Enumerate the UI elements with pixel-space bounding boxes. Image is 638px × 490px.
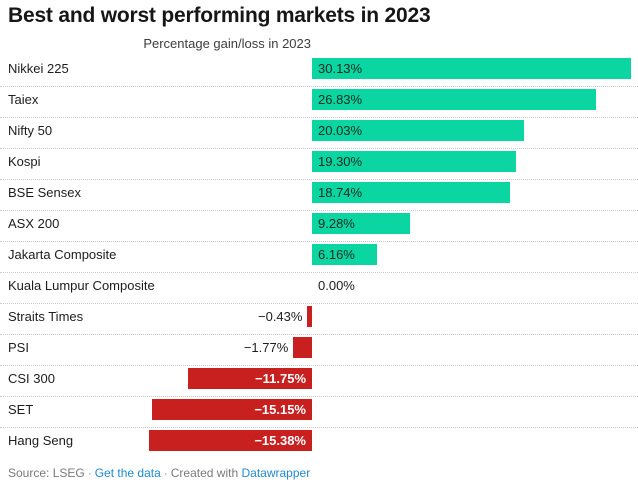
category-label: Nikkei 225 (8, 61, 69, 76)
category-label: Straits Times (8, 309, 84, 324)
bar (307, 306, 312, 327)
footer: Source: LSEG · Get the data · Created with D… (8, 466, 310, 480)
bar-chart: Nikkei 225 30.13% Taiex 26.83% Nifty 50 … (0, 56, 638, 459)
bar (149, 430, 312, 451)
value-label: 19.30% (318, 154, 363, 169)
chart-row: Taiex 26.83% (0, 87, 638, 118)
value-label: 0.00% (318, 278, 355, 293)
value-label: 9.28% (318, 216, 355, 231)
get-the-data-link[interactable]: Get the data (94, 466, 161, 480)
chart-row: Jakarta Composite 6.16% (0, 242, 638, 273)
bar (312, 120, 525, 141)
value-label: 6.16% (318, 247, 355, 262)
category-label: ASX 200 (8, 216, 60, 231)
value-label: −0.43% (258, 309, 303, 324)
source-text: Source: LSEG (8, 466, 85, 480)
bar (187, 368, 312, 389)
chart-row: ASX 200 9.28% (0, 211, 638, 242)
bar (312, 58, 632, 79)
chart-row: Straits Times −0.43% (0, 304, 638, 335)
bar (312, 244, 378, 265)
datawrapper-link[interactable]: Datawrapper (241, 466, 311, 480)
bar (151, 399, 312, 420)
chart-row: Nikkei 225 30.13% (0, 56, 638, 87)
chart-row: CSI 300 −11.75% (0, 366, 638, 397)
category-label: Hang Seng (8, 433, 74, 448)
bar (312, 151, 517, 172)
value-label: −15.15% (254, 402, 306, 417)
chart-row: SET −15.15% (0, 397, 638, 428)
bar (312, 213, 411, 234)
value-label: 18.74% (318, 185, 363, 200)
bar (293, 337, 312, 358)
category-label: Kospi (8, 154, 41, 169)
footer-separator: · (87, 466, 92, 480)
bar (312, 182, 511, 203)
category-label: CSI 300 (8, 371, 55, 386)
category-label: BSE Sensex (8, 185, 81, 200)
value-label: −1.77% (243, 340, 289, 355)
value-label: −11.75% (255, 371, 306, 386)
category-label: SET (8, 402, 34, 417)
created-with-text: Created with (170, 466, 239, 480)
category-label: Kuala Lumpur Composite (8, 278, 155, 293)
bar (312, 89, 597, 110)
chart-row: Hang Seng −15.38% (0, 428, 638, 459)
category-label: Nifty 50 (8, 123, 53, 138)
value-label: 26.83% (318, 92, 363, 107)
chart-row: PSI −1.77% (0, 335, 638, 366)
chart-row: Kospi 19.30% (0, 149, 638, 180)
value-label: 30.13% (318, 61, 363, 76)
value-label: 20.03% (318, 123, 363, 138)
value-label: −15.38% (254, 433, 306, 448)
category-label: Jakarta Composite (8, 247, 117, 262)
chart-row: Kuala Lumpur Composite 0.00% (0, 273, 638, 304)
footer-separator: · (163, 466, 168, 480)
category-label: PSI (8, 340, 29, 355)
chart-row: Nifty 50 20.03% (0, 118, 638, 149)
chart-row: BSE Sensex 18.74% (0, 180, 638, 211)
column-header-percentage: Percentage gain/loss in 2023 (143, 36, 311, 51)
chart-title: Best and worst performing markets in 202… (8, 4, 431, 27)
category-label: Taiex (8, 92, 39, 107)
